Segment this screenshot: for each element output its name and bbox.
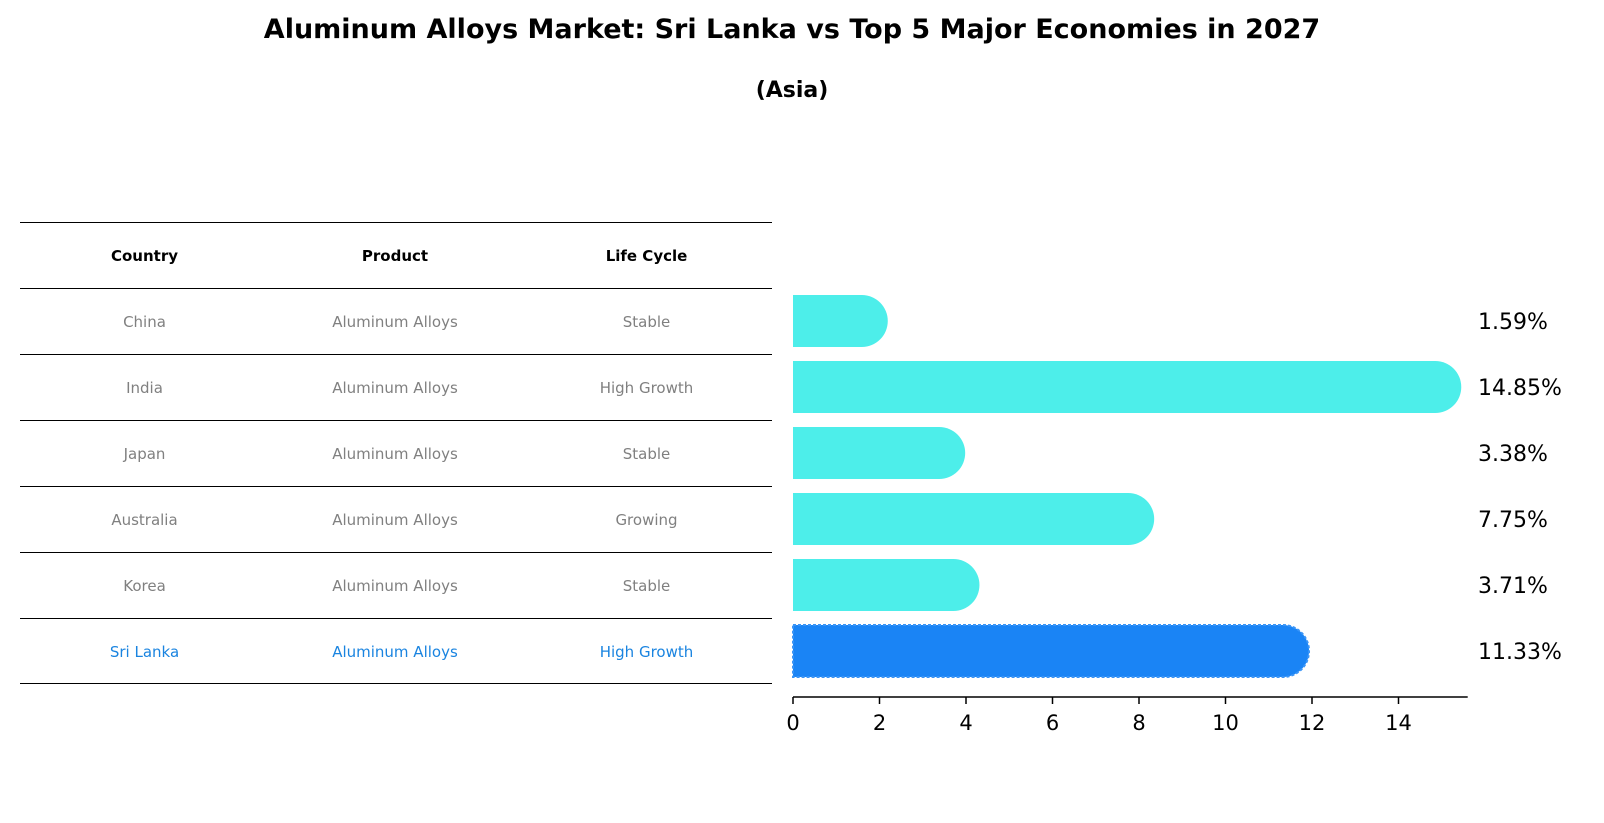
bar-china [793, 295, 888, 347]
bar-japan [793, 427, 966, 479]
life-cycle-cell: Stable [622, 313, 671, 331]
header-country: Country [110, 247, 179, 265]
bar-value-label: 3.71% [1478, 574, 1548, 599]
bar-korea [793, 559, 980, 611]
country-cell: India [126, 379, 163, 397]
life-cycle-cell: Stable [622, 445, 671, 463]
x-tick-label: 6 [1046, 711, 1059, 735]
life-cycle-cell: Growing [615, 511, 678, 529]
life-cycle-cell: High Growth [599, 643, 694, 661]
country-cell: Japan [123, 445, 166, 463]
bar-value-label: 7.75% [1478, 508, 1548, 533]
x-tick-label: 8 [1132, 711, 1145, 735]
life-cycle-cell: Stable [622, 577, 671, 595]
market-table: Country Product Life Cycle China Aluminu… [20, 222, 772, 684]
chart-subtitle: (Asia) [755, 78, 829, 103]
country-cell: China [123, 313, 166, 331]
x-tick-label: 10 [1212, 711, 1239, 735]
table-row: India Aluminum Alloys High Growth [20, 354, 772, 420]
life-cycle-cell: High Growth [599, 379, 694, 397]
x-tick-label: 0 [786, 711, 799, 735]
product-cell: Aluminum Alloys [332, 511, 458, 529]
x-tick-label: 14 [1385, 711, 1412, 735]
bar-value-label: 11.33% [1478, 640, 1562, 665]
bar-value-label: 1.59% [1478, 310, 1548, 335]
bar-value-label: 3.38% [1478, 442, 1548, 467]
country-cell: Australia [111, 511, 178, 529]
table-row-highlight: Sri Lanka Aluminum Alloys High Growth [20, 618, 772, 684]
x-tick-label: 12 [1299, 711, 1326, 735]
product-cell: Aluminum Alloys [332, 379, 458, 397]
table-row: Japan Aluminum Alloys Stable [20, 420, 772, 486]
product-cell: Aluminum Alloys [332, 643, 458, 661]
country-cell: Korea [123, 577, 166, 595]
table-row: China Aluminum Alloys Stable [20, 288, 772, 354]
header-life-cycle: Life Cycle [605, 247, 688, 265]
table-header-row: Country Product Life Cycle [20, 222, 772, 288]
bar-india [793, 361, 1462, 413]
table-row: Australia Aluminum Alloys Growing [20, 486, 772, 552]
chart-title: Aluminum Alloys Market: Sri Lanka vs Top… [263, 14, 1321, 45]
x-tick-label: 2 [873, 711, 886, 735]
bar-value-label: 14.85% [1478, 376, 1562, 401]
table-row: Korea Aluminum Alloys Stable [20, 552, 772, 618]
bar-sri-lanka [792, 624, 1311, 678]
header-product: Product [361, 247, 429, 265]
country-cell: Sri Lanka [109, 643, 180, 661]
product-cell: Aluminum Alloys [332, 445, 458, 463]
x-tick-label: 4 [959, 711, 972, 735]
product-cell: Aluminum Alloys [332, 313, 458, 331]
product-cell: Aluminum Alloys [332, 577, 458, 595]
bar-australia [793, 493, 1155, 545]
